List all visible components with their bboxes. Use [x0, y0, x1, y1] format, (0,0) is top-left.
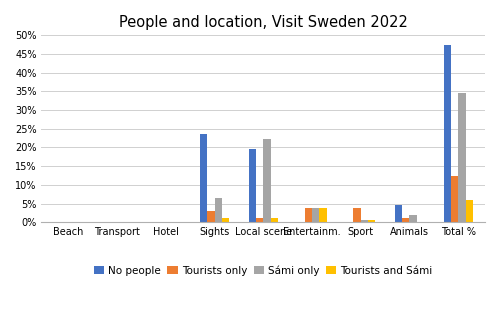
Bar [320, 208, 326, 222]
Bar [451, 176, 458, 222]
Bar [410, 215, 417, 222]
Title: People and location, Visit Sweden 2022: People and location, Visit Sweden 2022 [119, 15, 408, 30]
Bar [312, 208, 320, 222]
Bar [214, 198, 222, 222]
Bar [466, 200, 473, 222]
Legend: No people, Tourists only, Sámi only, Tourists and Sámi: No people, Tourists only, Sámi only, Tou… [90, 261, 437, 280]
Bar [368, 220, 376, 222]
Bar [200, 134, 207, 222]
Bar [263, 139, 270, 222]
Bar [222, 218, 229, 222]
Bar [360, 220, 368, 222]
Bar [248, 149, 256, 222]
Bar [458, 93, 466, 222]
Bar [270, 218, 278, 222]
Bar [207, 211, 214, 222]
Bar [395, 205, 402, 222]
Bar [402, 218, 409, 222]
Bar [354, 208, 360, 222]
Bar [444, 45, 451, 222]
Bar [256, 218, 263, 222]
Bar [304, 208, 312, 222]
